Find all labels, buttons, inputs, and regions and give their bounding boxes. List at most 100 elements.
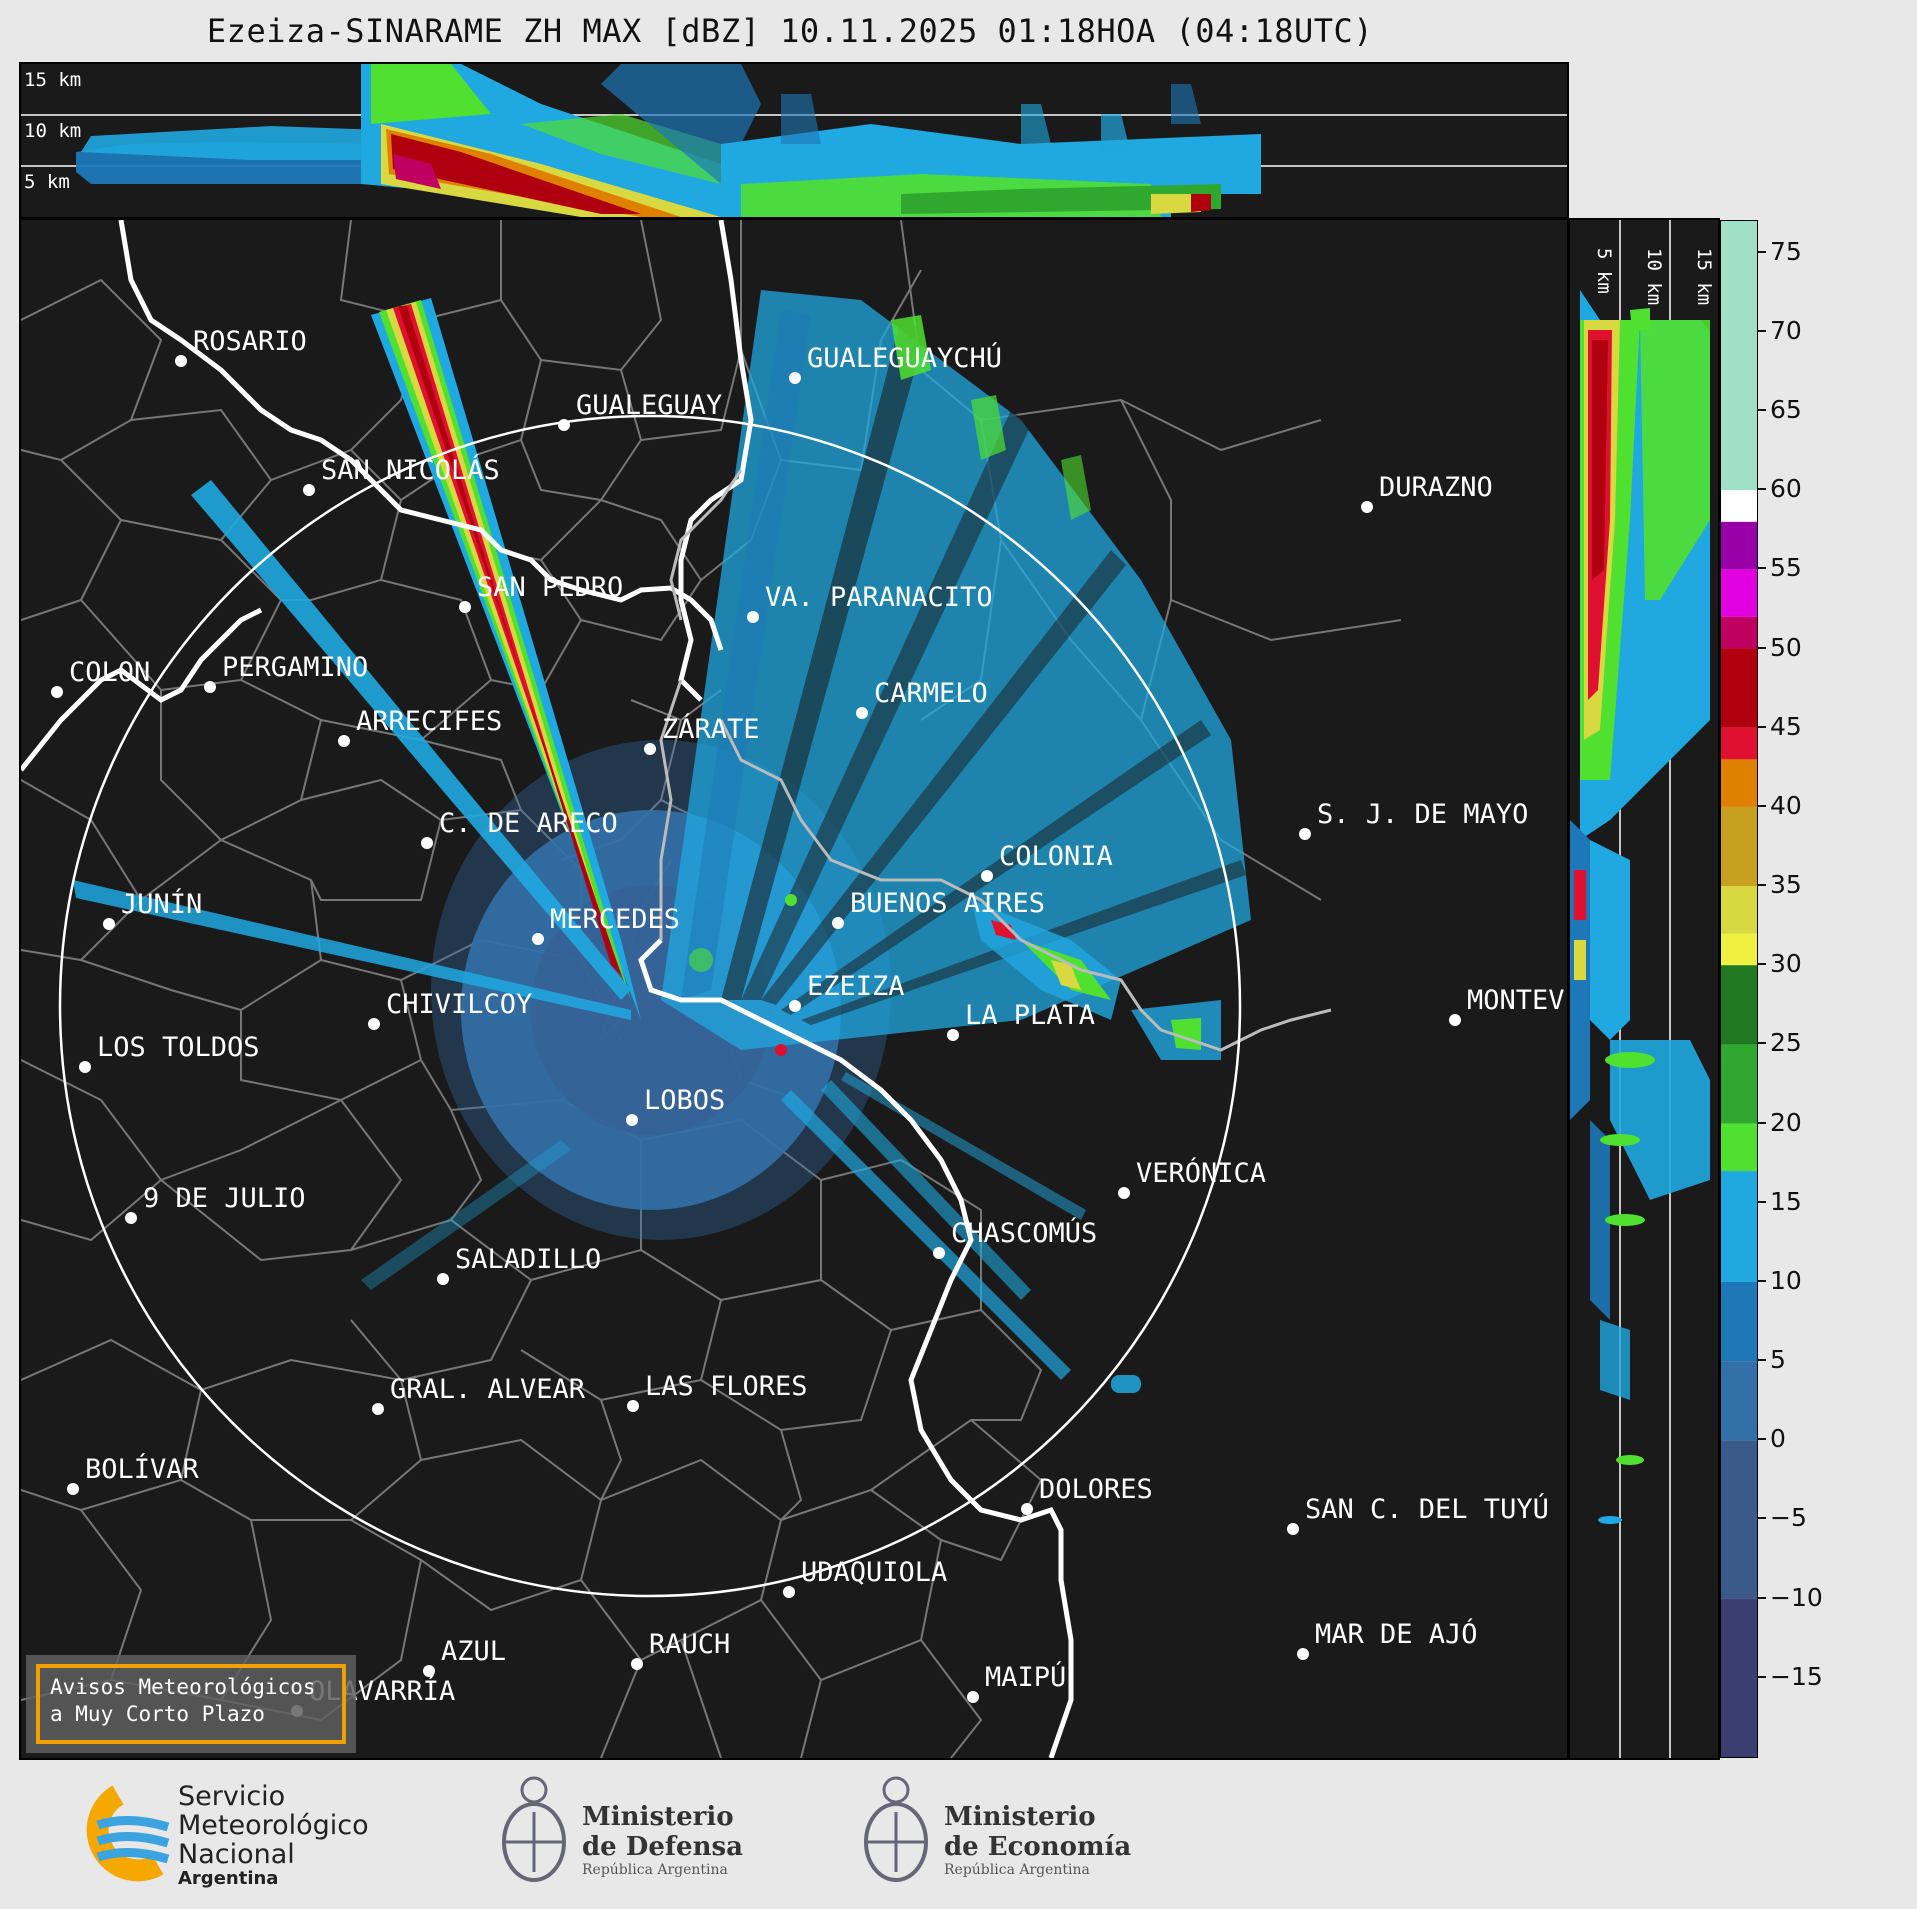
city-bolivar: BOLÍVAR (85, 1453, 200, 1485)
city-layer: ROSARIO GUALEGUAYCHÚ GUALEGUAY SAN NICOL… (51, 326, 1567, 1717)
colorbar-bin (1721, 1044, 1757, 1124)
colorbar-bin (1721, 1440, 1757, 1599)
colorbar-tick-mark (1757, 1438, 1766, 1441)
coat-of-arms-icon (864, 1776, 928, 1882)
colorbar-tick-label: 5 (1770, 1345, 1786, 1375)
ew-height-label-5: 5 km (24, 171, 70, 193)
colorbar-tick-mark (1757, 646, 1766, 649)
ew-height-label-10: 10 km (24, 120, 81, 142)
radar-map-plot[interactable]: ROSARIO GUALEGUAYCHÚ GUALEGUAY SAN NICOL… (21, 220, 1567, 1758)
city-pergamino: PERGAMINO (222, 652, 368, 683)
colorbar-bin (1721, 521, 1757, 570)
colorbar-tick-label: 25 (1770, 1028, 1802, 1058)
city-junin: JUNÍN (121, 888, 202, 920)
warning-box[interactable]: Avisos Meteorológicos a Muy Corto Plazo (26, 1655, 356, 1753)
colorbar-tick-label: 65 (1770, 395, 1802, 425)
dbz-colorbar (1720, 220, 1758, 1758)
coastline (21, 220, 1074, 1758)
ew-cross-section: 15 km 10 km 5 km (19, 62, 1569, 219)
colorbar-tick-label: 55 (1770, 553, 1802, 583)
colorbar-tick-label: 0 (1770, 1424, 1786, 1454)
radar-map[interactable]: ROSARIO GUALEGUAYCHÚ GUALEGUAY SAN NICOL… (19, 218, 1569, 1760)
smn-logo-line-3: Nacional (178, 1839, 295, 1870)
colorbar-tick-mark (1757, 567, 1766, 570)
warning-line-1: Avisos Meteorológicos (50, 1675, 316, 1699)
colorbar-tick-mark (1757, 1517, 1766, 1520)
colorbar-tick-label: −5 (1770, 1503, 1807, 1533)
defensa-logo-line-1: Ministerio (582, 1802, 734, 1832)
defensa-logo-line-2: de Defensa (582, 1832, 743, 1862)
colorbar-tick-mark (1757, 1200, 1766, 1203)
city-mar-de-ajo: MAR DE AJÓ (1315, 1618, 1478, 1650)
colorbar-bin (1721, 759, 1757, 807)
ew-echo-layer (76, 64, 1261, 217)
city-gral-alvear: GRAL. ALVEAR (390, 1374, 586, 1405)
smn-logo-line-2: Meteorológico (178, 1810, 369, 1841)
colorbar-bin (1721, 1281, 1757, 1362)
colorbar-tick-label: 15 (1770, 1186, 1802, 1216)
city-los-toldos: LOS TOLDOS (97, 1032, 260, 1063)
city-ezeiza: EZEIZA (807, 971, 905, 1002)
colorbar-bin (1721, 221, 1757, 491)
colorbar-tick-mark (1757, 1042, 1766, 1045)
ns-height-label-5: 5 km (1593, 248, 1615, 294)
colorbar-tick-label: 50 (1770, 632, 1802, 662)
city-zarate: ZÁRATE (662, 713, 760, 745)
city-colon: COLON (69, 657, 150, 688)
city-azul: AZUL (441, 1636, 506, 1667)
colorbar-tick-label: 10 (1770, 1265, 1802, 1295)
city-rauch: RAUCH (649, 1629, 730, 1660)
colorbar-bin (1721, 1598, 1757, 1757)
ns-height-label-15: 15 km (1693, 248, 1715, 305)
colorbar-bin (1721, 1171, 1757, 1282)
city-maipu: MAIPÚ (985, 1661, 1066, 1693)
page-title: Ezeiza-SINARAME ZH MAX [dBZ] 10.11.2025 … (206, 12, 1374, 50)
city-arrecifes: ARRECIFES (356, 706, 502, 737)
colorbar-tick-mark (1757, 804, 1766, 807)
city-san-nicolas: SAN NICOLÁS (321, 454, 500, 486)
colorbar-tick-label: 60 (1770, 474, 1802, 504)
city-udaquiola: UDAQUIOLA (801, 1557, 947, 1588)
ns-height-label-10: 10 km (1643, 248, 1665, 305)
colorbar-tick-label: 75 (1770, 236, 1802, 266)
colorbar-tick-label: 70 (1770, 315, 1802, 345)
colorbar-bin (1721, 648, 1757, 728)
colorbar-tick-mark (1757, 725, 1766, 728)
colorbar-tick-mark (1757, 884, 1766, 887)
colorbar-bin (1721, 806, 1757, 887)
city-buenos-aires: BUENOS AIRES (850, 888, 1045, 919)
colorbar-bin (1721, 727, 1757, 760)
ns-cross-section-plot: 5 km 10 km 15 km (1570, 220, 1715, 1758)
colorbar-tick-label: −10 (1770, 1582, 1823, 1612)
colorbar-tick-mark (1757, 329, 1766, 332)
city-las-flores: LAS FLORES (645, 1371, 808, 1402)
smn-logo-line-4: Argentina (178, 1868, 279, 1889)
city-gualeguay: GUALEGUAY (576, 390, 722, 421)
city-saladillo: SALADILLO (455, 1244, 601, 1275)
colorbar-tick-label: −15 (1770, 1661, 1823, 1691)
city-chascomus: CHASCOMÚS (951, 1217, 1097, 1249)
city-lobos: LOBOS (644, 1085, 725, 1116)
ew-cross-section-plot: 15 km 10 km 5 km (21, 64, 1567, 217)
smn-logo-line-1: Servicio (178, 1781, 286, 1812)
city-gualeguaychu: GUALEGUAYCHÚ (807, 342, 1002, 374)
colorbar-bin (1721, 933, 1757, 966)
colorbar-bin (1721, 886, 1757, 934)
ns-cross-section: 5 km 10 km 15 km (1568, 218, 1720, 1760)
uruguay-coast (659, 469, 1332, 1052)
coat-of-arms-icon (502, 1776, 566, 1882)
colorbar-tick-mark (1757, 1121, 1766, 1124)
colorbar-tick-mark (1757, 488, 1766, 491)
defensa-logo-line-3: República Argentina (582, 1862, 728, 1878)
colorbar-tick-mark (1757, 409, 1766, 412)
city-carmelo: CARMELO (874, 678, 988, 709)
colorbar-tick-label: 35 (1770, 870, 1802, 900)
colorbar-bin (1721, 569, 1757, 617)
city-colonia: COLONIA (999, 841, 1113, 872)
colorbar-tick-mark (1757, 250, 1766, 253)
economia-logo-line-3: República Argentina (944, 1862, 1090, 1878)
warning-line-2: a Muy Corto Plazo (50, 1702, 265, 1726)
ns-echo-layer (1570, 290, 1710, 1524)
warning-box-frame[interactable]: Avisos Meteorológicos a Muy Corto Plazo (36, 1664, 346, 1744)
colorbar-bin (1721, 1123, 1757, 1172)
